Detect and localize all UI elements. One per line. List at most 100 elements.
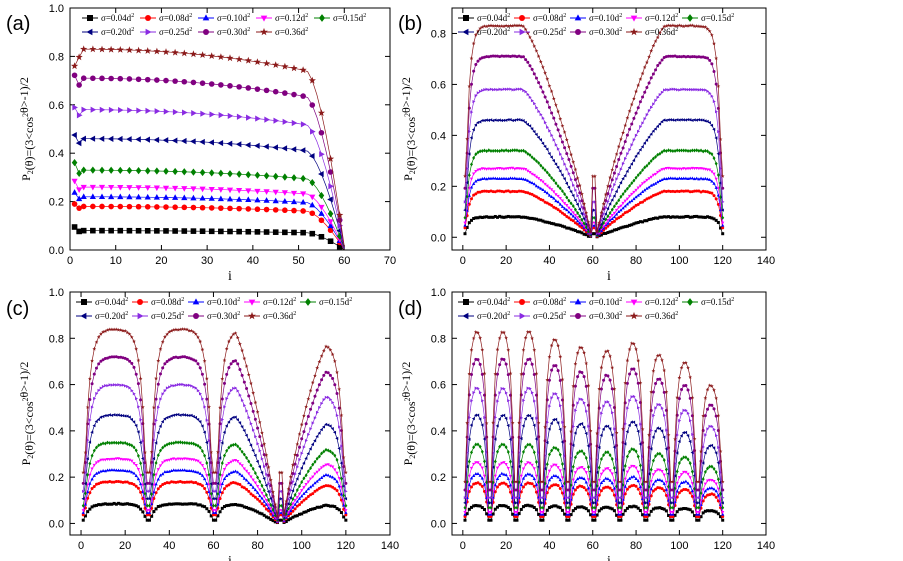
data-point <box>602 212 606 216</box>
data-point <box>489 23 493 28</box>
data-point <box>619 501 623 505</box>
data-point <box>132 365 136 369</box>
data-point <box>318 204 325 211</box>
data-point <box>500 442 504 447</box>
data-point <box>615 228 619 232</box>
data-point <box>610 457 614 461</box>
data-point <box>194 470 198 474</box>
data-point <box>287 497 291 501</box>
data-point <box>306 487 310 491</box>
data-point <box>474 413 478 417</box>
data-point <box>606 400 610 404</box>
data-point <box>608 230 612 234</box>
data-point <box>76 187 83 193</box>
data-point <box>145 509 149 513</box>
data-point <box>266 489 270 494</box>
data-point <box>504 335 509 340</box>
data-point <box>523 120 527 125</box>
data-point <box>521 505 525 509</box>
data-point <box>719 470 723 475</box>
data-point <box>512 479 517 484</box>
data-point <box>532 423 536 427</box>
data-point <box>634 188 638 192</box>
data-point <box>324 395 328 399</box>
data-point <box>487 118 491 122</box>
data-point <box>546 125 550 129</box>
data-point <box>152 456 156 461</box>
data-point <box>108 75 114 82</box>
data-point <box>621 201 625 205</box>
data-point <box>653 172 658 176</box>
data-point <box>290 146 297 153</box>
data-point <box>643 496 647 500</box>
data-point <box>315 410 319 415</box>
legend-marker <box>193 313 199 319</box>
data-point <box>335 457 339 462</box>
data-point <box>235 55 243 63</box>
data-point <box>580 466 584 470</box>
data-point <box>508 176 513 180</box>
data-point <box>532 182 536 186</box>
data-point <box>519 177 523 181</box>
data-point <box>608 216 612 220</box>
data-point <box>606 214 610 219</box>
data-point <box>721 223 725 227</box>
data-point <box>701 215 705 219</box>
data-point <box>629 420 633 424</box>
data-point <box>647 217 651 221</box>
data-point <box>136 505 140 509</box>
data-point <box>636 470 640 474</box>
data-point <box>688 396 692 400</box>
data-point <box>694 501 698 505</box>
x-tick-label: 140 <box>381 540 399 552</box>
data-point <box>638 442 642 446</box>
data-point <box>638 100 642 104</box>
data-point <box>176 457 180 461</box>
data-point <box>686 481 690 485</box>
data-point <box>660 487 664 491</box>
data-point <box>610 488 614 492</box>
data-point <box>571 204 575 209</box>
data-point <box>484 167 489 171</box>
data-point <box>573 361 578 366</box>
data-point <box>200 110 206 117</box>
y-tick-label: 0.2 <box>49 197 64 209</box>
data-point <box>538 479 543 484</box>
data-point <box>513 510 517 514</box>
data-point <box>582 467 586 471</box>
data-point <box>203 453 207 458</box>
data-point <box>668 23 673 28</box>
data-point <box>88 398 92 402</box>
data-point <box>240 373 244 377</box>
data-point <box>132 420 136 424</box>
data-point <box>308 76 316 84</box>
data-point <box>654 381 658 385</box>
data-point <box>699 176 703 180</box>
data-point <box>606 218 610 222</box>
data-point <box>92 372 96 376</box>
data-point <box>632 197 636 201</box>
data-point <box>571 443 575 447</box>
data-point <box>126 136 132 143</box>
data-point <box>245 505 249 509</box>
data-point <box>634 195 638 199</box>
data-point <box>336 211 344 219</box>
data-point <box>136 453 140 458</box>
data-point <box>721 221 725 225</box>
data-point <box>502 167 506 171</box>
data-point <box>172 480 176 484</box>
data-point <box>654 68 658 72</box>
data-point <box>693 449 697 453</box>
data-point <box>586 509 590 513</box>
data-point <box>337 477 341 481</box>
data-point <box>154 204 160 210</box>
data-point <box>313 416 317 420</box>
data-point <box>502 87 506 91</box>
data-point <box>214 503 218 508</box>
data-point <box>608 354 612 358</box>
data-point <box>615 177 619 181</box>
data-point <box>526 92 530 97</box>
data-point <box>707 383 712 388</box>
data-point <box>599 507 603 511</box>
data-point <box>194 480 198 484</box>
